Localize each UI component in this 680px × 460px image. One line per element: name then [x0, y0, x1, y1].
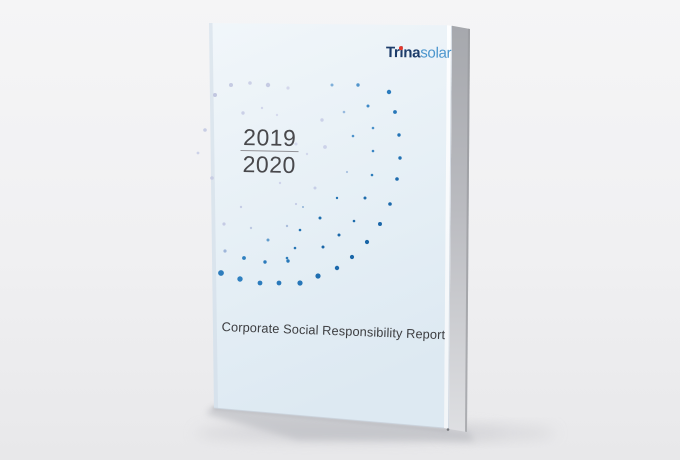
swirl-dot [388, 202, 392, 206]
swirl-dot [248, 81, 252, 85]
swirl-dot [241, 111, 245, 115]
swirl-dot [203, 128, 207, 132]
swirl-dot [263, 260, 267, 264]
brand-logo-trina-tail: na [403, 44, 421, 62]
swirl-dot [364, 239, 370, 245]
swirl-dot [371, 149, 375, 153]
swirl-dot [278, 181, 282, 185]
book-page-block [449, 25, 470, 433]
swirl-dot [257, 280, 263, 286]
swirl-dot [242, 256, 246, 260]
swirl-dot [275, 113, 279, 117]
book-page-block-edge [465, 28, 470, 432]
swirl-dot [276, 280, 282, 286]
book-front-cover [209, 23, 447, 428]
swirl-dot [260, 106, 264, 110]
swirl-dot [342, 110, 346, 114]
swirl-dot [294, 142, 298, 146]
swirl-dot [397, 133, 401, 137]
swirl-dot [398, 156, 402, 160]
report-year-bottom: 2020 [242, 151, 297, 179]
brand-logo-solar: solar [420, 44, 452, 62]
swirl-dot [313, 186, 317, 190]
swirl-dot [318, 216, 322, 220]
swirl-dot [345, 170, 349, 174]
swirl-dot [386, 89, 392, 95]
brand-logo: Tri nasolar [386, 44, 452, 62]
swirl-dot [335, 196, 339, 200]
swirl-dot [366, 104, 370, 108]
swirl-dot [286, 259, 290, 263]
swirl-dot [266, 238, 270, 242]
swirl-dot [363, 196, 367, 200]
swirl-dot [293, 246, 297, 250]
swirl-dot [320, 118, 324, 122]
swirl-dot [321, 245, 325, 249]
dot-swirl [196, 81, 402, 286]
swirl-dot [330, 83, 334, 87]
swirl-dot [395, 177, 399, 181]
swirl-dot [294, 202, 298, 206]
swirl-dot [213, 93, 217, 97]
swirl-dot [351, 134, 355, 138]
swirl-dot [334, 265, 340, 271]
swirl-dot [210, 176, 214, 180]
swirl-dot [196, 151, 200, 155]
cover-edge-highlight [444, 25, 452, 430]
swirl-dot [352, 219, 356, 223]
swirl-dot [223, 249, 227, 253]
swirl-dot [356, 83, 360, 87]
swirl-dot [229, 83, 233, 87]
swirl-dot [265, 82, 271, 88]
cover-bottom-edge [213, 407, 445, 429]
swirl-dot [239, 205, 243, 209]
report-year-top: 2019 [242, 124, 297, 152]
swirl-dot [378, 222, 382, 226]
brand-logo-trina: Tri na [386, 44, 421, 61]
swirl-dot [285, 224, 289, 228]
swirl-dot [285, 256, 289, 260]
report-years: 2019 2020 [240, 124, 299, 179]
swirl-dot [370, 173, 374, 177]
swirl-dot [349, 254, 355, 260]
swirl-dot [371, 126, 375, 130]
swirl-dot [297, 280, 303, 286]
swirl-dot [237, 276, 243, 282]
brand-logo-i: i [399, 44, 404, 62]
brand-logo-trina-head: Tr [385, 44, 400, 62]
cover-left-shade [209, 23, 218, 409]
swirl-dot [286, 86, 290, 90]
swirl-dot [393, 110, 397, 114]
swirl-dot [222, 222, 226, 226]
swirl-dot [249, 226, 253, 230]
swirl-dot [218, 270, 224, 276]
swirl-dot [302, 206, 304, 208]
swirl-dot [315, 273, 321, 279]
swirl-dot [337, 233, 341, 237]
swirl-dot [323, 145, 327, 149]
corner-shadow-dot [446, 428, 450, 431]
swirl-dot [305, 152, 309, 156]
swirl-dot [298, 228, 302, 232]
cover-edge-line [448, 25, 452, 430]
